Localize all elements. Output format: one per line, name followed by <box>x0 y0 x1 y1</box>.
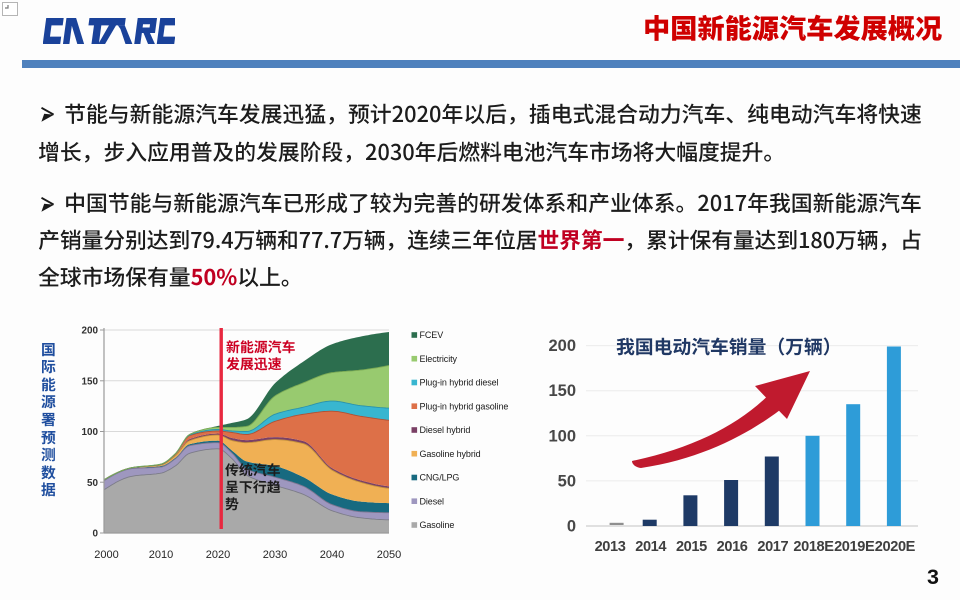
svg-text:100: 100 <box>548 427 576 445</box>
svg-text:Electricity: Electricity <box>420 354 458 364</box>
svg-text:CNG/LPG: CNG/LPG <box>420 473 460 483</box>
svg-text:2010: 2010 <box>149 549 173 561</box>
svg-text:0: 0 <box>93 529 99 540</box>
svg-text:Plug-in hybrid gasoline: Plug-in hybrid gasoline <box>420 401 509 411</box>
svg-text:2020: 2020 <box>206 549 230 561</box>
svg-text:50: 50 <box>87 478 98 489</box>
svg-text:Gasoline: Gasoline <box>420 520 455 530</box>
svg-text:Diesel: Diesel <box>420 496 445 506</box>
svg-text:2016: 2016 <box>717 539 748 555</box>
svg-text:2014: 2014 <box>635 539 667 555</box>
svg-text:200: 200 <box>82 326 99 337</box>
svg-text:Diesel hybrid: Diesel hybrid <box>420 425 471 435</box>
svg-text:100: 100 <box>82 427 99 438</box>
svg-text:2015: 2015 <box>676 539 707 555</box>
svg-text:2050: 2050 <box>377 549 401 561</box>
svg-text:50: 50 <box>558 472 576 490</box>
svg-text:2020E: 2020E <box>875 539 916 555</box>
svg-text:2018E: 2018E <box>793 539 834 555</box>
svg-text:2013: 2013 <box>595 539 626 555</box>
svg-text:FCEV: FCEV <box>420 330 444 340</box>
svg-text:Gasoline hybrid: Gasoline hybrid <box>420 449 481 459</box>
svg-text:2030: 2030 <box>263 549 287 561</box>
svg-text:0: 0 <box>567 518 576 536</box>
svg-text:150: 150 <box>548 382 576 400</box>
svg-text:2040: 2040 <box>320 549 344 561</box>
svg-text:2017: 2017 <box>757 539 788 555</box>
svg-text:2000: 2000 <box>94 549 118 561</box>
svg-text:150: 150 <box>82 376 99 387</box>
svg-text:Plug-in hybrid diesel: Plug-in hybrid diesel <box>420 378 499 388</box>
svg-text:200: 200 <box>548 337 576 355</box>
svg-text:2019E: 2019E <box>834 539 875 555</box>
